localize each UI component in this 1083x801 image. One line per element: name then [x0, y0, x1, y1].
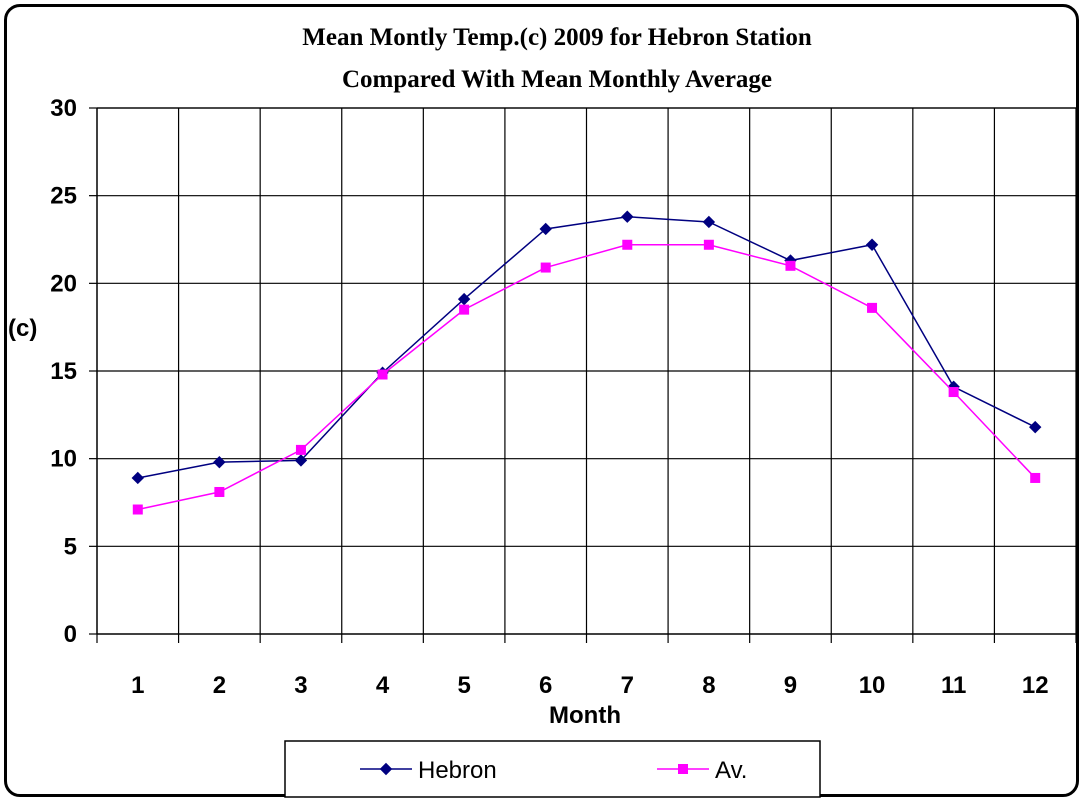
x-axis-label: Month	[549, 702, 621, 729]
y-tick-labels: 0 5 10 15 20 25 30	[50, 95, 77, 648]
legend-entry: Hebron	[360, 757, 497, 784]
y-tick-label: 10	[50, 446, 77, 473]
data-point	[1030, 472, 1041, 483]
data-point	[132, 504, 143, 515]
data-point	[295, 444, 306, 455]
x-tick-label: 7	[621, 672, 634, 699]
legend-marker	[678, 764, 688, 774]
x-tick-label: 12	[1022, 672, 1049, 699]
data-point	[865, 238, 879, 251]
chart-frame	[4, 4, 1079, 797]
x-tick-label: 5	[457, 672, 470, 699]
data-point	[459, 304, 470, 315]
grid-lines	[97, 107, 1076, 634]
chart-title-line-2: Compared With Mean Monthly Average	[342, 66, 772, 93]
data-point	[948, 387, 959, 398]
series-av-	[132, 239, 1041, 515]
data-point	[867, 302, 878, 313]
data-point	[540, 262, 551, 273]
x-tick-label: 10	[859, 672, 886, 699]
data-point	[214, 486, 225, 497]
data-point	[785, 260, 796, 271]
data-point	[622, 239, 633, 250]
y-tick-label: 15	[50, 358, 77, 385]
x-tick-label: 4	[376, 672, 390, 699]
series-line	[137, 215, 1036, 479]
legend: Hebron Av.	[284, 740, 821, 798]
legend-label: Av.	[715, 757, 747, 784]
series-line	[137, 244, 1036, 511]
data-point	[213, 455, 226, 469]
x-tick-label: 1	[131, 672, 144, 699]
data-point	[703, 239, 714, 250]
legend-marker	[379, 762, 393, 776]
data-point	[457, 292, 471, 306]
y-tick-label: 30	[50, 95, 77, 122]
data-point	[377, 369, 388, 380]
data-point	[621, 210, 634, 223]
x-tick-label: 2	[213, 672, 226, 699]
data-point	[1029, 420, 1042, 434]
y-tick-label: 25	[50, 183, 77, 210]
x-tick-label: 6	[539, 672, 552, 699]
x-tick-label: 9	[784, 672, 797, 699]
data-point	[702, 215, 716, 229]
x-tick-label: 11	[941, 672, 966, 699]
data-point	[131, 471, 144, 485]
y-tick-label: 5	[64, 533, 77, 560]
y-axis-label: (c)	[8, 315, 37, 342]
x-tick-label: 3	[294, 672, 307, 699]
y-tick-label: 20	[50, 270, 77, 297]
x-tick-label: 8	[702, 672, 715, 699]
data-point	[294, 454, 308, 467]
series-lines	[131, 210, 1042, 515]
y-tick-label: 0	[64, 621, 77, 648]
chart-title: Mean Montly Temp.(c) 2009 for Hebron Sta…	[302, 24, 812, 93]
chart-title-line-1: Mean Montly Temp.(c) 2009 for Hebron Sta…	[302, 24, 812, 51]
data-point	[539, 222, 552, 236]
legend-entry: Av.	[657, 757, 747, 784]
legend-label: Hebron	[418, 757, 497, 784]
axes	[89, 107, 1077, 643]
x-tick-labels: 1 2 3 4 5 6 7 8 9 10 11 12	[131, 672, 1048, 699]
